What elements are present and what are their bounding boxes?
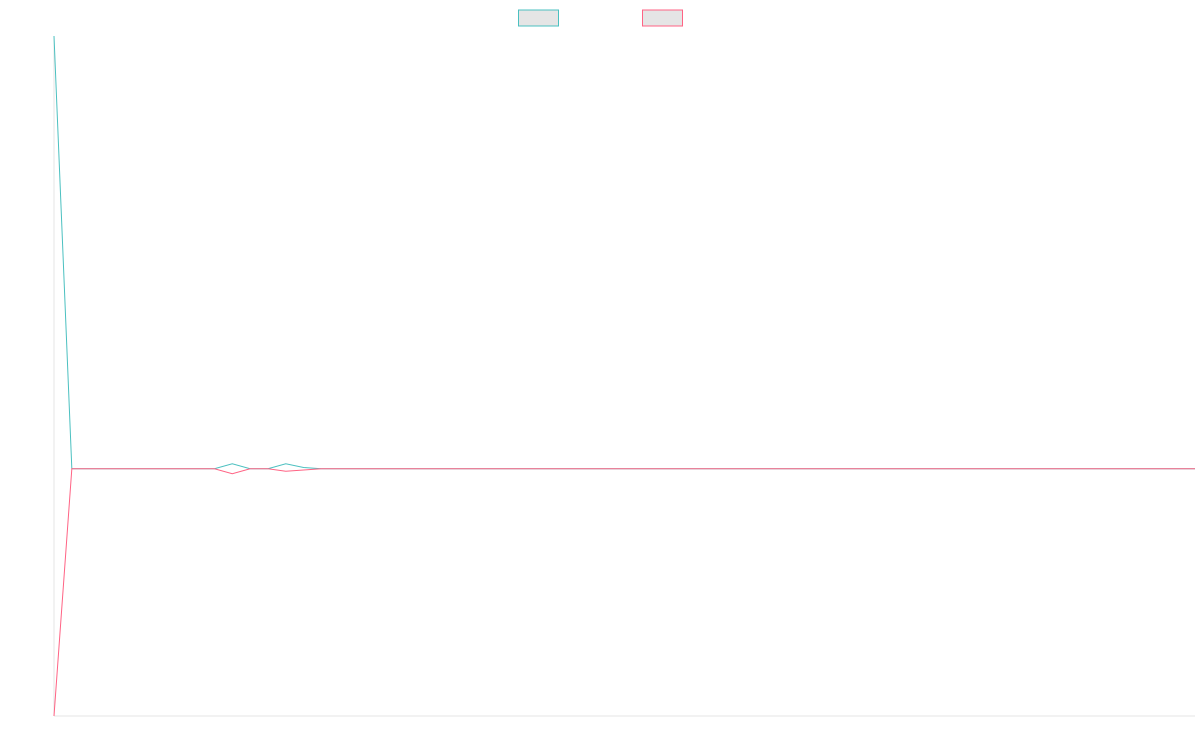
series-line-2	[53, 468, 1195, 717]
series-line-1	[53, 35, 1195, 470]
legend	[518, 9, 683, 27]
axes	[53, 36, 1195, 717]
series-layer	[53, 35, 1195, 717]
legend-swatch-2[interactable]	[642, 9, 683, 27]
legend-swatch-1[interactable]	[518, 9, 559, 27]
